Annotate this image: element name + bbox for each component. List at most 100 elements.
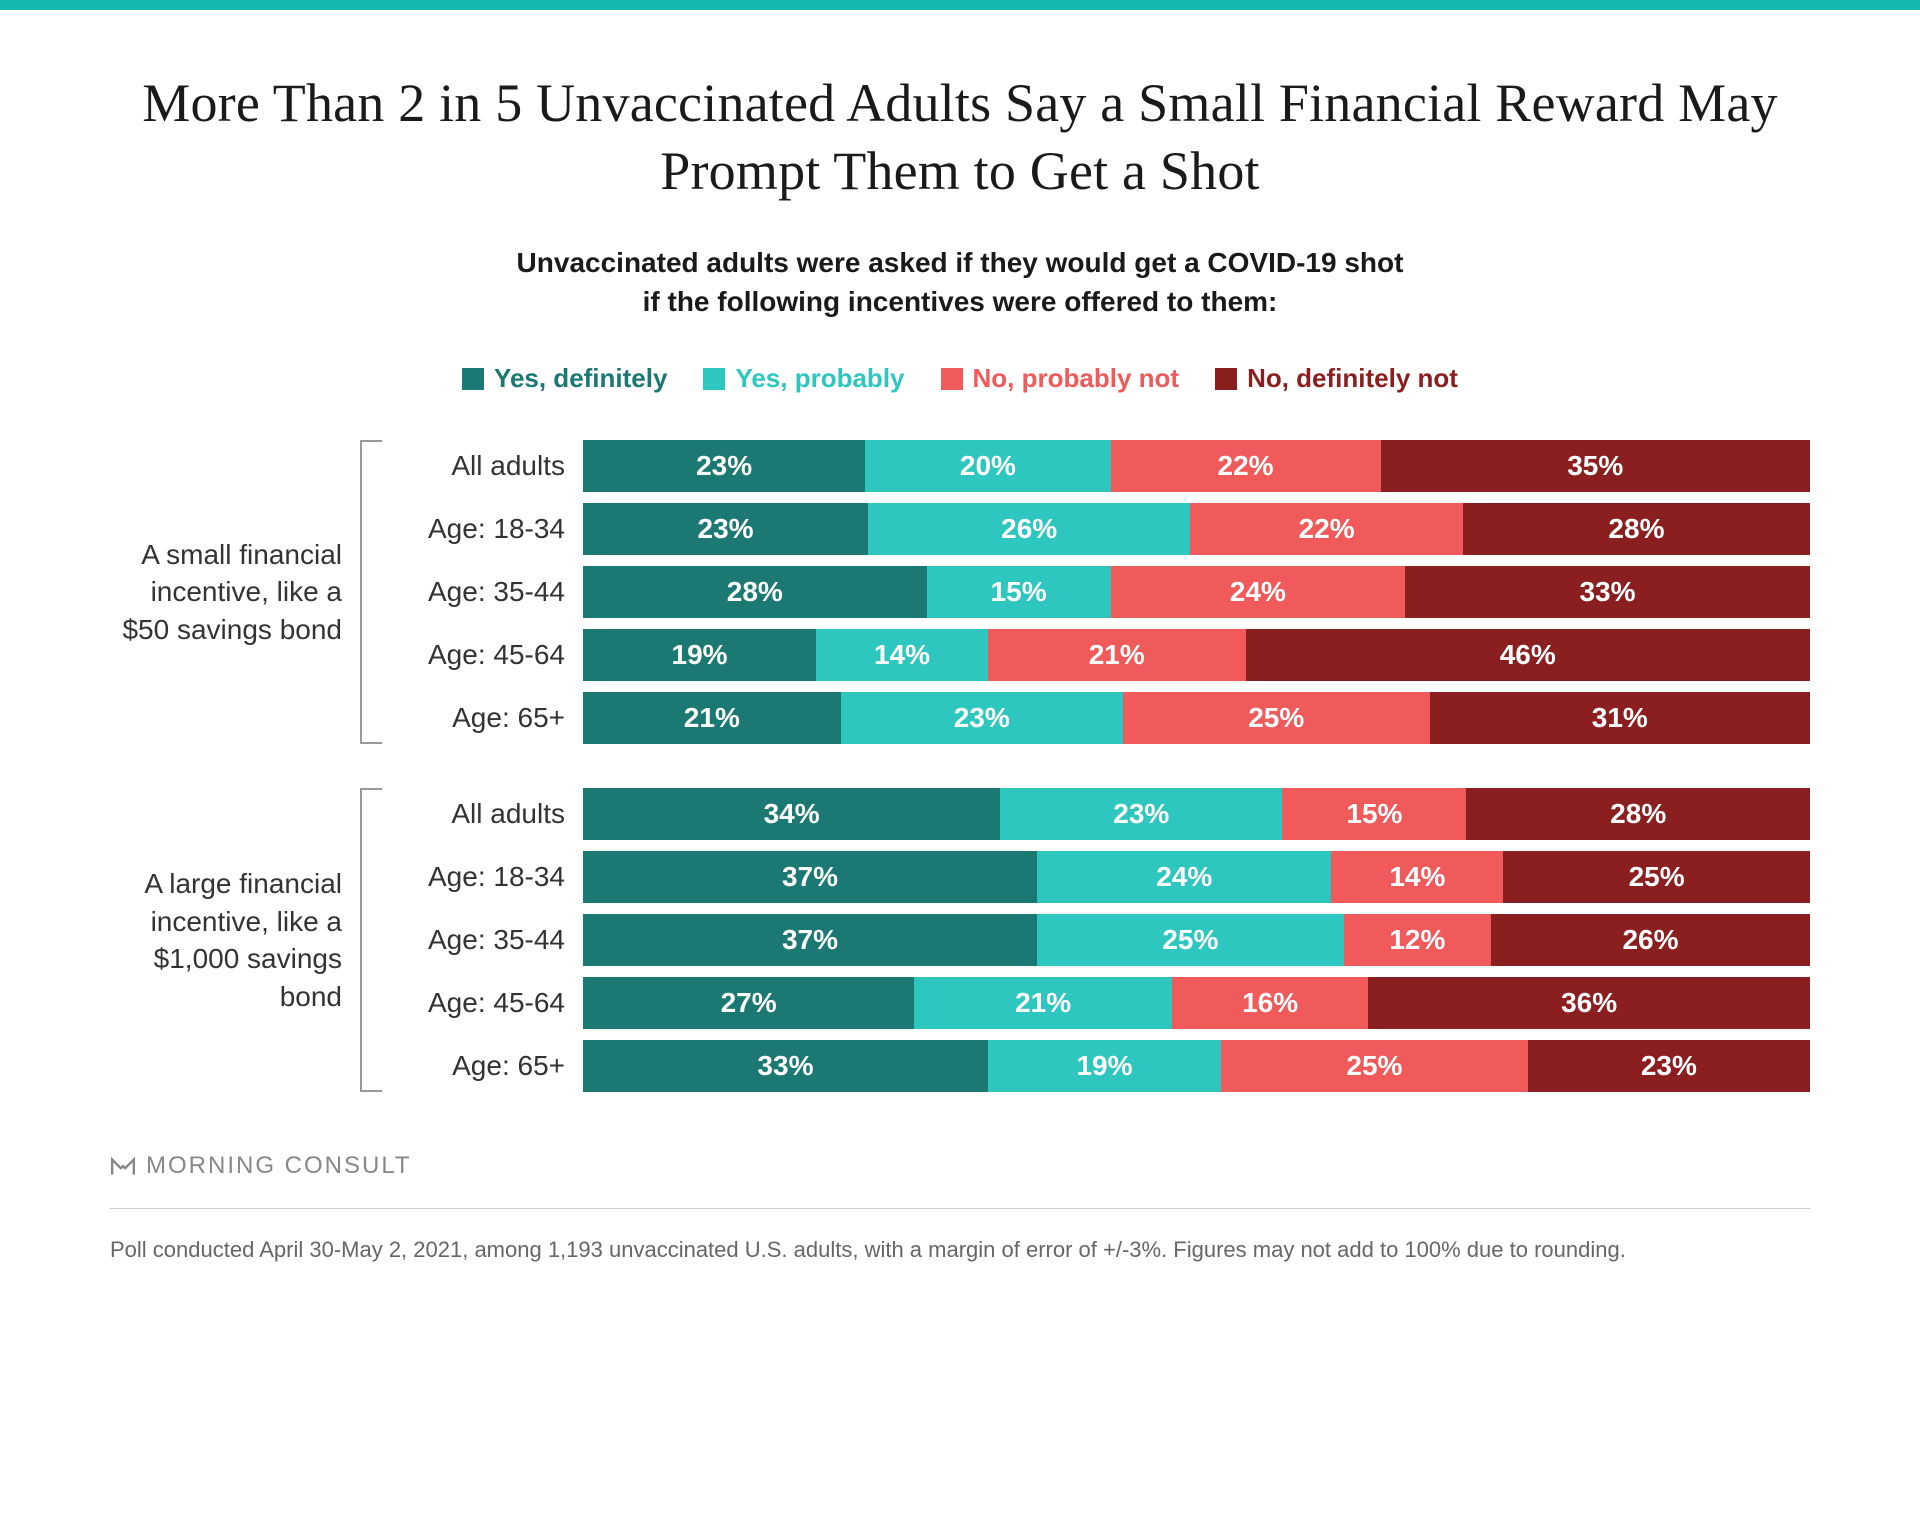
bar-segment: 24%	[1037, 851, 1331, 903]
row-label: Age: 45-64	[390, 639, 565, 671]
chart-container: More Than 2 in 5 Unvaccinated Adults Say…	[0, 10, 1920, 1306]
subtitle-line-2: if the following incentives were offered…	[643, 286, 1278, 317]
chart-row: Age: 45-64 19%14%21%46%	[390, 629, 1810, 681]
legend-label: Yes, probably	[735, 363, 904, 394]
bar-segment: 25%	[1037, 914, 1344, 966]
legend-item: No, probably not	[941, 363, 1180, 394]
bar-segment: 20%	[865, 440, 1110, 492]
chart-row: Age: 65+ 33%19%25%23%	[390, 1040, 1810, 1092]
stacked-bar: 23%26%22%28%	[583, 503, 1810, 555]
bar-segment: 33%	[583, 1040, 988, 1092]
stacked-bar: 37%25%12%26%	[583, 914, 1810, 966]
bar-segment: 36%	[1368, 977, 1810, 1029]
bar-segment: 24%	[1111, 566, 1405, 618]
stacked-bar: 34%23%15%28%	[583, 788, 1810, 840]
row-label: Age: 18-34	[390, 861, 565, 893]
footnote-text: Poll conducted April 30-May 2, 2021, amo…	[110, 1235, 1810, 1266]
bar-segment: 21%	[988, 629, 1246, 681]
legend-item: Yes, definitely	[462, 363, 667, 394]
bar-segment: 23%	[583, 440, 865, 492]
legend: Yes, definitely Yes, probably No, probably…	[110, 363, 1810, 394]
stacked-bar: 37%24%14%25%	[583, 851, 1810, 903]
group-bracket	[360, 440, 382, 744]
legend-label: No, definitely not	[1247, 363, 1458, 394]
row-label: Age: 35-44	[390, 576, 565, 608]
group-label: A large financial incentive, like a $1,0…	[110, 865, 360, 1016]
row-label: All adults	[390, 450, 565, 482]
bar-segment: 15%	[1282, 788, 1466, 840]
legend-label: No, probably not	[973, 363, 1180, 394]
bar-segment: 28%	[583, 566, 927, 618]
row-label: Age: 18-34	[390, 513, 565, 545]
bar-segment: 23%	[1528, 1040, 1810, 1092]
chart-row: Age: 35-44 28%15%24%33%	[390, 566, 1810, 618]
bar-segment: 27%	[583, 977, 914, 1029]
footer-divider	[110, 1208, 1810, 1209]
stacked-bar: 21%23%25%31%	[583, 692, 1810, 744]
bar-segment: 23%	[583, 503, 868, 555]
bar-segment: 25%	[1221, 1040, 1528, 1092]
row-label: Age: 65+	[390, 1050, 565, 1082]
stacked-bar: 19%14%21%46%	[583, 629, 1810, 681]
top-accent-bar	[0, 0, 1920, 10]
bar-segment: 37%	[583, 851, 1037, 903]
chart-row: All adults 23%20%22%35%	[390, 440, 1810, 492]
bar-segment: 19%	[988, 1040, 1221, 1092]
row-label: Age: 65+	[390, 702, 565, 734]
group-label: A small financial incentive, like a $50 …	[110, 536, 360, 649]
bar-segment: 35%	[1381, 440, 1810, 492]
bar-segment: 28%	[1463, 503, 1810, 555]
bar-segment: 34%	[583, 788, 1000, 840]
brand-text: MORNING CONSULT	[146, 1152, 412, 1180]
chart-title: More Than 2 in 5 Unvaccinated Adults Say…	[110, 70, 1810, 205]
bar-segment: 19%	[583, 629, 816, 681]
chart-group: A small financial incentive, like a $50 …	[110, 440, 1810, 744]
legend-swatch	[1215, 368, 1237, 390]
bar-segment: 26%	[1491, 914, 1810, 966]
chart-row: All adults 34%23%15%28%	[390, 788, 1810, 840]
legend-item: Yes, probably	[703, 363, 904, 394]
bar-segment: 14%	[1331, 851, 1503, 903]
chart-row: Age: 65+ 21%23%25%31%	[390, 692, 1810, 744]
bar-segment: 23%	[841, 692, 1123, 744]
chart-group: A large financial incentive, like a $1,0…	[110, 788, 1810, 1092]
bar-segment: 21%	[583, 692, 841, 744]
chart-row: Age: 45-64 27%21%16%36%	[390, 977, 1810, 1029]
bar-segment: 31%	[1430, 692, 1810, 744]
chart-row: Age: 18-34 23%26%22%28%	[390, 503, 1810, 555]
bar-segment: 12%	[1344, 914, 1491, 966]
legend-label: Yes, definitely	[494, 363, 667, 394]
bar-segment: 25%	[1123, 692, 1430, 744]
row-label: All adults	[390, 798, 565, 830]
bar-segment: 37%	[583, 914, 1037, 966]
bar-segment: 46%	[1246, 629, 1810, 681]
stacked-bar: 27%21%16%36%	[583, 977, 1810, 1029]
row-label: Age: 45-64	[390, 987, 565, 1019]
stacked-bar: 23%20%22%35%	[583, 440, 1810, 492]
legend-swatch	[703, 368, 725, 390]
chart-groups: A small financial incentive, like a $50 …	[110, 440, 1810, 1092]
group-rows: All adults23%20%22%35%Age: 18-3423%26%22…	[390, 440, 1810, 744]
bar-segment: 22%	[1111, 440, 1381, 492]
group-bracket	[360, 788, 382, 1092]
bar-segment: 23%	[1000, 788, 1282, 840]
stacked-bar: 33%19%25%23%	[583, 1040, 1810, 1092]
legend-swatch	[462, 368, 484, 390]
legend-swatch	[941, 368, 963, 390]
legend-item: No, definitely not	[1215, 363, 1458, 394]
bar-segment: 26%	[868, 503, 1190, 555]
chart-row: Age: 35-44 37%25%12%26%	[390, 914, 1810, 966]
bar-segment: 22%	[1190, 503, 1463, 555]
bar-segment: 28%	[1466, 788, 1810, 840]
stacked-bar: 28%15%24%33%	[583, 566, 1810, 618]
brand-logo: MORNING CONSULT	[110, 1152, 1810, 1180]
bar-segment: 33%	[1405, 566, 1810, 618]
bar-segment: 14%	[816, 629, 988, 681]
chart-subtitle: Unvaccinated adults were asked if they w…	[110, 243, 1810, 321]
bar-segment: 25%	[1503, 851, 1810, 903]
morning-consult-icon	[110, 1153, 136, 1179]
row-label: Age: 35-44	[390, 924, 565, 956]
subtitle-line-1: Unvaccinated adults were asked if they w…	[517, 247, 1404, 278]
bar-segment: 21%	[914, 977, 1172, 1029]
chart-row: Age: 18-34 37%24%14%25%	[390, 851, 1810, 903]
